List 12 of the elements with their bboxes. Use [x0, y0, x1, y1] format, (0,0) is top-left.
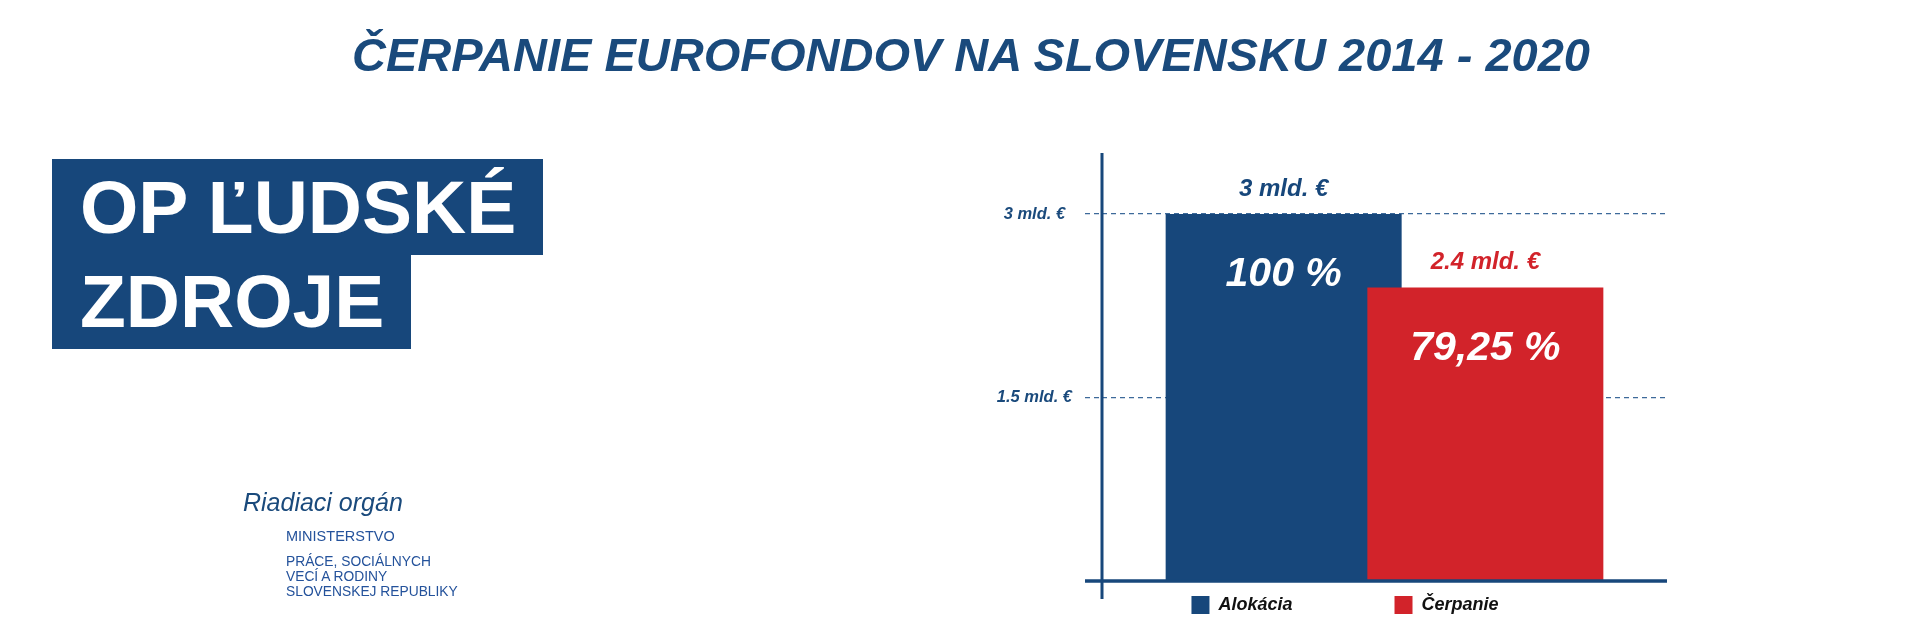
text: MINISTERSTVO — [286, 528, 395, 544]
text: Riadiaci orgán — [243, 488, 403, 516]
text: OP ĽUDSKÉ ZDROJE — [52, 159, 544, 349]
y-tick-label: 1.5 mld. € — [996, 387, 1073, 406]
data-label: 3 mld. € — [1238, 173, 1330, 201]
annotation: 100 % — [1225, 249, 1342, 296]
annotation: 79,25 % — [1410, 322, 1561, 369]
data-label: 2.4 mld. € — [1429, 247, 1542, 275]
legend-label: Čerpanie — [1421, 592, 1499, 614]
chart-title: ČERPANIE EUROFONDOV NA SLOVENSKU 2014 - 2020 — [351, 27, 1591, 83]
legend-label: Alokácia — [1217, 593, 1293, 614]
text: PRÁCE, SOCIÁLNYCH VECÍ A RODINY SLOVENSKEJ REPUBLIKY — [286, 554, 458, 599]
